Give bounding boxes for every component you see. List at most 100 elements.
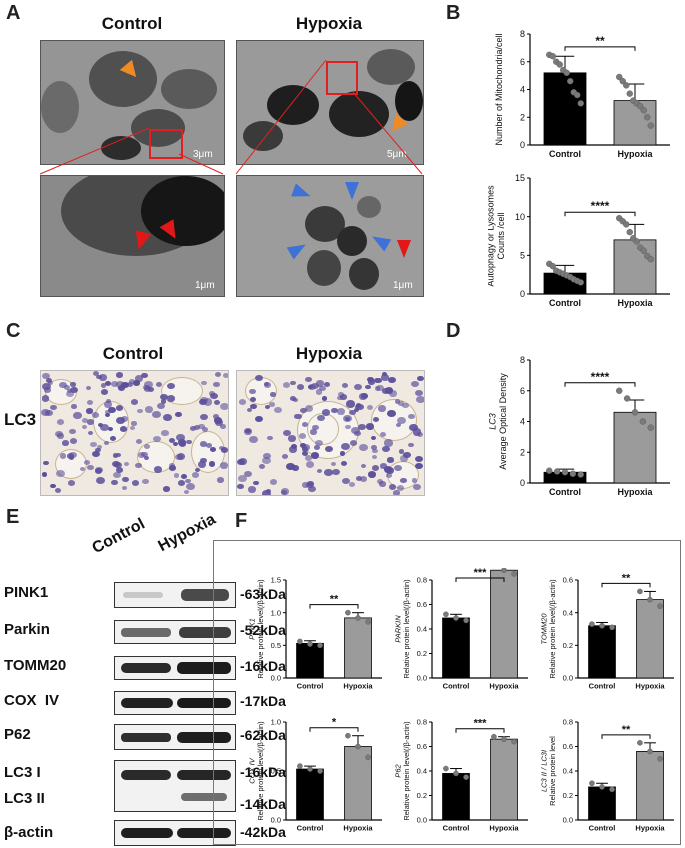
y-tick-label: 0 xyxy=(520,289,525,299)
stained-cell xyxy=(355,476,362,482)
stained-cell xyxy=(163,486,170,492)
stained-cell xyxy=(217,477,224,483)
em-zoom-box xyxy=(149,129,183,159)
stained-cell xyxy=(41,408,51,416)
data-point xyxy=(553,468,561,475)
y-tick-label: 8 xyxy=(520,29,525,39)
stained-cell xyxy=(366,404,373,410)
stained-cell xyxy=(263,452,272,459)
significance-bracket xyxy=(564,382,636,387)
stained-cell xyxy=(116,381,125,388)
stained-cell xyxy=(86,464,94,471)
stained-cell xyxy=(60,453,67,459)
data-point xyxy=(365,754,371,761)
y-axis-label-text: Relative protein level(/β-actin) xyxy=(256,721,265,821)
y-axis-label-gene: COX IV xyxy=(248,757,256,783)
y-tick-label: 0.0 xyxy=(417,674,427,683)
stained-cell xyxy=(403,451,411,458)
stained-cell xyxy=(336,408,345,415)
stained-cell xyxy=(306,482,315,489)
stained-cell xyxy=(128,378,135,384)
x-tick-label: Hypoxia xyxy=(617,149,653,159)
stained-cell xyxy=(324,445,333,453)
stained-cell xyxy=(374,377,382,384)
stained-cell xyxy=(248,388,257,395)
stained-cell xyxy=(177,479,186,486)
data-point xyxy=(609,786,615,793)
bar-control xyxy=(296,642,324,679)
y-axis-label: COX IVRelative protein level(/β-actin) xyxy=(248,721,265,821)
stained-cell xyxy=(108,427,114,432)
data-point xyxy=(556,61,563,68)
data-point xyxy=(623,82,630,89)
stained-cell xyxy=(144,381,153,389)
lane-label-hypoxia: Hypoxia xyxy=(155,510,219,556)
stained-cell xyxy=(152,435,162,443)
ihc-hypoxia-title: Hypoxia xyxy=(295,344,363,363)
data-point xyxy=(577,279,584,286)
panel-label-e: E xyxy=(6,506,20,528)
x-tick-label: Control xyxy=(297,824,324,833)
stained-cell xyxy=(141,373,148,379)
chart-parkin: 0.0 0.2 0.4 0.6 0.8 PARKINRelative protein le… xyxy=(394,568,528,691)
stained-cell xyxy=(302,450,309,456)
stained-cell xyxy=(309,429,317,435)
stained-cell xyxy=(341,477,350,484)
y-tick-label: 6 xyxy=(520,386,525,396)
stained-cell xyxy=(86,400,94,406)
stained-cell xyxy=(135,439,142,445)
stained-cell xyxy=(79,466,85,472)
data-point xyxy=(609,624,615,631)
stained-cell xyxy=(262,489,271,495)
stained-cell xyxy=(121,476,129,483)
stained-cell xyxy=(393,465,402,472)
stained-cell xyxy=(238,399,247,406)
stained-cell xyxy=(376,385,384,392)
y-tick-label: 0.0 xyxy=(271,816,281,825)
blot-parkin xyxy=(114,620,236,644)
stained-cell xyxy=(250,403,258,410)
chart-lc3-ratio: 0.0 0.2 0.4 0.6 0.8 LC3 II / LC3IRelative pro… xyxy=(540,718,674,833)
x-tick-label: Control xyxy=(549,298,581,308)
blot-pink1 xyxy=(114,582,236,608)
stained-cell xyxy=(201,380,207,386)
stained-cell xyxy=(312,424,320,430)
data-point xyxy=(546,467,553,474)
stained-cell xyxy=(67,480,76,487)
y-tick-label: 0.5 xyxy=(271,767,281,776)
stained-cell xyxy=(84,460,91,465)
stained-cell xyxy=(176,434,185,441)
stained-cell xyxy=(203,398,213,406)
x-tick-label: Hypoxia xyxy=(635,682,665,691)
stained-cell xyxy=(221,447,228,453)
data-point xyxy=(657,603,663,609)
stained-cell xyxy=(365,423,375,431)
data-point xyxy=(297,638,303,645)
stained-cell xyxy=(86,419,94,425)
data-point xyxy=(657,755,663,762)
stained-cell xyxy=(270,392,276,397)
stained-cell xyxy=(193,425,201,431)
stained-cell xyxy=(264,404,270,410)
data-point xyxy=(647,424,654,431)
stained-cell xyxy=(332,469,340,475)
data-point xyxy=(631,409,639,416)
stained-cell xyxy=(133,380,141,386)
stained-cell xyxy=(354,430,362,437)
stained-cell xyxy=(173,473,180,478)
stained-cell xyxy=(413,483,422,491)
stained-cell xyxy=(180,474,187,479)
y-tick-label: 6 xyxy=(520,57,525,67)
stained-cell xyxy=(341,442,351,451)
stained-cell xyxy=(253,480,259,485)
stained-cell xyxy=(396,422,402,427)
data-point xyxy=(599,784,605,790)
bar-control xyxy=(588,625,616,679)
stained-cell xyxy=(161,429,169,436)
y-tick-label: 0.6 xyxy=(563,742,573,751)
significance-bracket xyxy=(601,734,651,739)
data-point xyxy=(561,469,569,476)
stained-cell xyxy=(408,413,416,420)
stained-cell xyxy=(160,398,167,404)
y-axis-label-gene: LC3 II / LC3I xyxy=(540,750,548,792)
